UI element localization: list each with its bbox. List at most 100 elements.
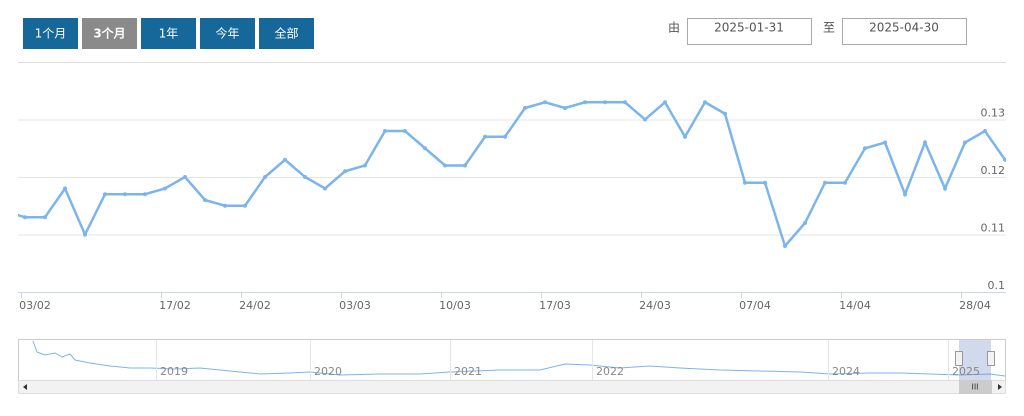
y-tick-label: 0.11 (981, 222, 1006, 235)
point (683, 134, 687, 139)
range-button-label: 今年 (215, 26, 239, 41)
point (643, 117, 647, 122)
point (283, 157, 287, 162)
x-tick-label: 07/04 (739, 299, 771, 312)
range-button[interactable] (141, 18, 196, 49)
point (763, 180, 767, 185)
x-tick-label: 17/02 (159, 299, 191, 312)
point (343, 169, 347, 174)
point (523, 106, 527, 110)
point (43, 215, 47, 220)
range-button[interactable] (82, 18, 137, 49)
x-tick-label: 24/02 (239, 299, 271, 312)
navigator-year: 2019 (160, 365, 188, 378)
point (663, 100, 667, 105)
x-tick-label: 03/02 (19, 299, 51, 312)
x-tick-label: 28/04 (959, 299, 991, 312)
point (623, 100, 627, 105)
from-input[interactable] (687, 18, 812, 45)
scroll-right[interactable] (998, 384, 1002, 390)
y-tick-label: 0.12 (981, 164, 1006, 177)
point (803, 221, 807, 225)
range-button-label: 1个月 (35, 27, 67, 41)
point (163, 186, 167, 191)
point (903, 192, 907, 197)
navigator-series (32, 340, 1006, 377)
navigator-year: 2024 (832, 365, 860, 378)
point (783, 244, 787, 248)
navigator-year: 2021 (454, 365, 482, 378)
point (423, 146, 427, 151)
x-tick-label: 17/03 (539, 299, 571, 312)
to-label: 至 (823, 21, 835, 35)
navigator-year: 2022 (596, 365, 624, 378)
point (143, 192, 147, 197)
navigator-window[interactable] (959, 340, 991, 380)
point (883, 140, 887, 145)
range-button-label: 3个月 (93, 26, 125, 41)
navigator-handle[interactable] (955, 351, 963, 366)
y-tick-label: 0.1 (988, 279, 1006, 292)
point (603, 100, 607, 105)
x-tick-label: 03/03 (339, 299, 371, 312)
point (243, 203, 247, 208)
point (863, 146, 867, 151)
point (323, 186, 327, 191)
range-button[interactable] (23, 18, 78, 49)
point (703, 100, 707, 105)
x-tick-label: 14/04 (839, 299, 871, 312)
line-series (18, 100, 1006, 249)
point (943, 186, 947, 191)
point (63, 186, 67, 191)
from-label: 由 (668, 21, 680, 35)
plot-area (3, 100, 1006, 249)
scroll-left[interactable] (23, 384, 27, 390)
point (443, 163, 447, 168)
point (483, 134, 487, 139)
to-date: 2025-04-30 (869, 21, 939, 35)
range-button[interactable] (200, 18, 255, 49)
point (583, 100, 587, 105)
point (103, 192, 107, 197)
point (743, 180, 747, 185)
range-button-label: 全部 (274, 26, 298, 41)
range-button-label: 1年 (159, 27, 179, 41)
scrollbar[interactable] (18, 380, 1006, 394)
point (83, 232, 87, 237)
navigator-handle[interactable] (987, 351, 995, 366)
x-tick-label: 10/03 (439, 299, 471, 312)
point (223, 203, 227, 208)
point (383, 129, 387, 133)
point (983, 129, 987, 133)
from-date: 2025-01-31 (714, 21, 784, 35)
range-button[interactable] (259, 18, 314, 49)
point (563, 106, 567, 110)
navigator-year: 2020 (314, 365, 342, 378)
point (3, 210, 7, 214)
point (463, 163, 467, 168)
scrollbar-thumb[interactable] (959, 380, 992, 394)
x-tick-label: 24/03 (639, 299, 671, 312)
navigator-year: 2025 (952, 365, 980, 378)
y-tick-label: 0.13 (981, 107, 1006, 120)
to-input[interactable] (842, 18, 967, 45)
point (183, 175, 187, 179)
point (843, 180, 847, 185)
point (203, 198, 207, 202)
point (923, 140, 927, 145)
point (363, 163, 367, 168)
point (503, 134, 507, 139)
point (123, 192, 127, 197)
point (303, 175, 307, 179)
point (1003, 157, 1006, 162)
point (403, 129, 407, 133)
point (23, 215, 27, 220)
point (823, 180, 827, 185)
point (263, 175, 267, 179)
point (723, 111, 727, 116)
scrollbar-grip: III (971, 383, 978, 392)
point (543, 100, 547, 105)
point (963, 140, 967, 145)
